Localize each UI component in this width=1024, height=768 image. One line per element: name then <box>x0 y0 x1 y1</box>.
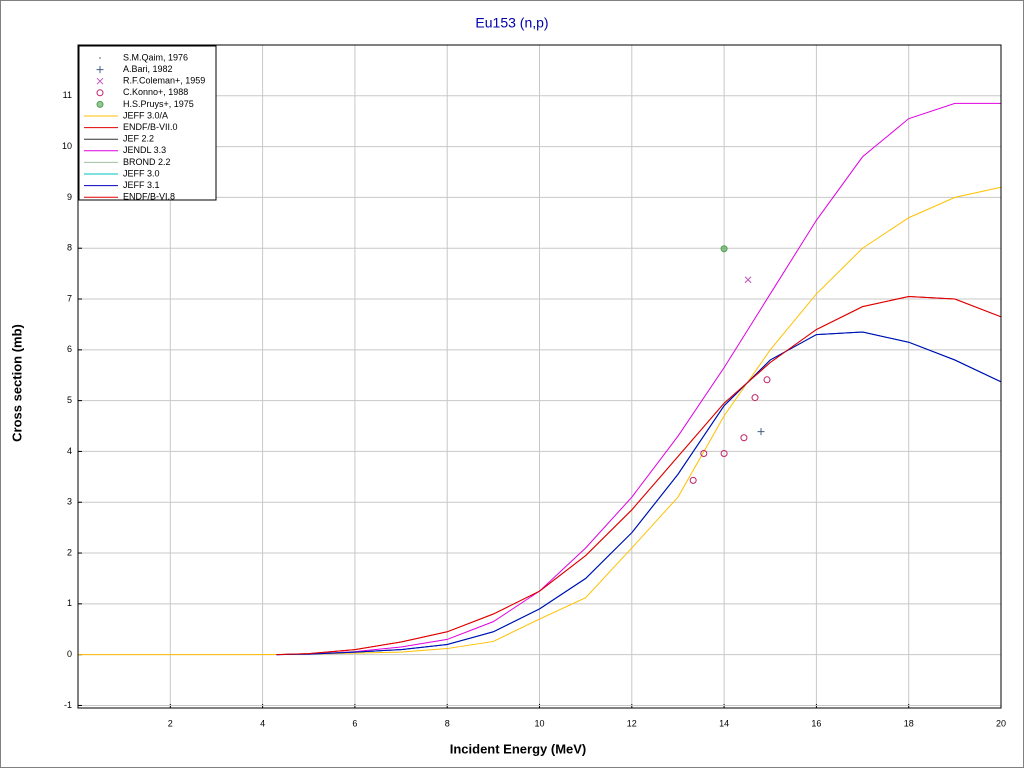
marker <box>96 89 104 97</box>
y-tick-label: 2 <box>67 547 72 557</box>
y-tick-label: 10 <box>62 141 72 151</box>
legend-label: A.Bari, 1982 <box>123 64 173 74</box>
y-tick-label: 7 <box>67 293 72 303</box>
marker <box>744 276 752 284</box>
y-tick-label: 3 <box>67 497 72 507</box>
x-axis-label: Incident Energy (MeV) <box>450 741 587 756</box>
plot-frame <box>77 44 1002 709</box>
legend-item <box>96 66 104 74</box>
legend-label: JEFF 3.1 <box>123 180 160 190</box>
x-tick-label: 8 <box>445 718 450 728</box>
marker <box>96 77 104 85</box>
marker <box>720 449 728 457</box>
legend: S.M.Qaim, 1976 A.Bari, 1982 R.F.Coleman+, … <box>78 45 217 202</box>
y-tick-label: 6 <box>67 344 72 354</box>
legend-label: ENDF/B-VI.8 <box>123 192 175 202</box>
x-tick-label: 12 <box>627 718 637 728</box>
marker <box>96 66 104 74</box>
x-tick-label: 10 <box>534 718 544 728</box>
series-points <box>689 245 771 484</box>
y-tick-label: -1 <box>64 700 72 710</box>
legend-label: JEFF 3.0/A <box>123 110 168 120</box>
chart-title: Eu153 (n,p) <box>475 15 548 31</box>
x-tick-label: 20 <box>996 718 1006 728</box>
legend-label: BROND 2.2 <box>123 157 171 167</box>
legend-label: R.F.Coleman+, 1959 <box>123 76 205 86</box>
legend-item <box>96 89 104 97</box>
series-line <box>276 102 1001 656</box>
legend-label: JENDL 3.3 <box>123 145 166 155</box>
series-line <box>276 295 1002 656</box>
legend-item <box>96 77 104 85</box>
y-tick-label: 9 <box>67 192 72 202</box>
y-tick-label: 4 <box>67 446 72 456</box>
x-tick-label: 4 <box>260 718 265 728</box>
legend-label: H.S.Pruys+, 1975 <box>123 99 194 109</box>
marker <box>96 100 104 108</box>
marker <box>751 394 759 402</box>
x-tick-label: 16 <box>811 718 821 728</box>
legend-item <box>96 100 104 108</box>
x-tick-label: 18 <box>904 718 914 728</box>
y-tick-label: 5 <box>67 395 72 405</box>
x-tick-label: 6 <box>352 718 357 728</box>
series-line <box>78 186 1002 656</box>
legend-item <box>99 57 101 59</box>
legend-label: ENDF/B-VII.0 <box>123 122 178 132</box>
series-lines <box>78 102 1002 656</box>
marker <box>689 476 697 484</box>
marker <box>99 57 101 59</box>
y-tick-label: 0 <box>67 649 72 659</box>
y-axis-label: Cross section (mb) <box>9 324 24 442</box>
legend-label: S.M.Qaim, 1976 <box>123 52 188 62</box>
series-line <box>276 331 1002 656</box>
legend-label: JEF 2.2 <box>123 134 154 144</box>
marker <box>763 376 771 384</box>
marker <box>700 449 708 457</box>
y-tick-label: 1 <box>67 598 72 608</box>
marker <box>740 434 748 442</box>
legend-label: C.Konno+, 1988 <box>123 87 188 97</box>
y-tick-label: 8 <box>67 243 72 253</box>
y-tick-label: 11 <box>63 90 72 100</box>
x-tick-label: 2 <box>168 718 173 728</box>
marker <box>720 245 728 253</box>
marker <box>757 428 765 436</box>
x-tick-label: 14 <box>719 718 729 728</box>
legend-label: JEFF 3.0 <box>123 168 160 178</box>
